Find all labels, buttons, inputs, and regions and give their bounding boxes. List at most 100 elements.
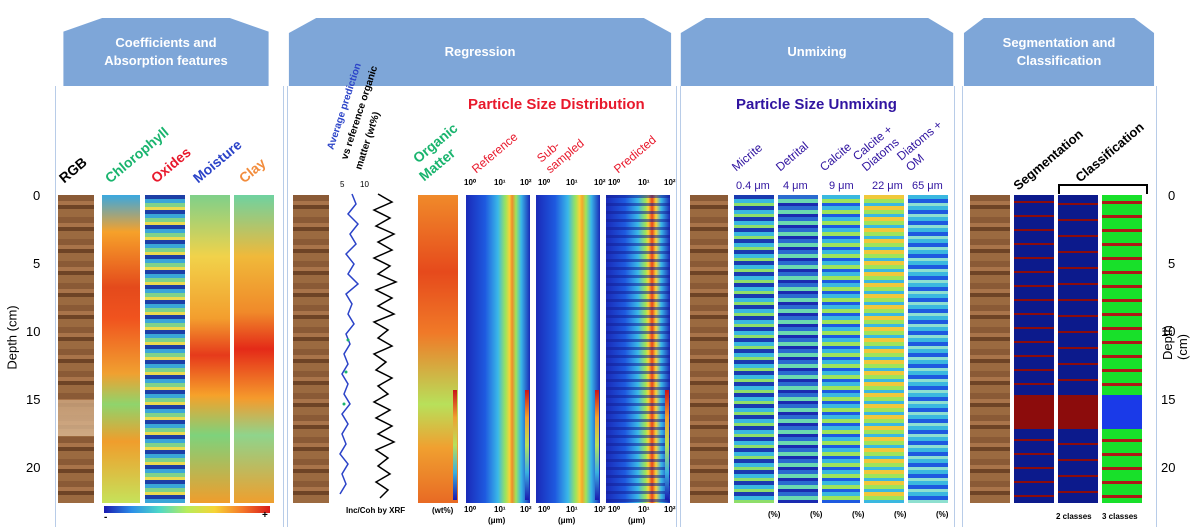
moisture-map <box>190 195 230 503</box>
psd-tick: 10¹ <box>566 505 578 514</box>
panel-title-unmixing: Unmixing <box>787 44 847 60</box>
panel-title-coefficients: Coefficients and Absorption features <box>104 35 228 68</box>
classification-2-map <box>1058 195 1098 503</box>
psd-title: Particle Size Distribution <box>468 96 645 113</box>
depth-tick: 10 <box>1161 324 1176 339</box>
unmix-detrital-map <box>778 195 818 503</box>
psd-unit-label: (μm) <box>488 516 506 525</box>
clay-map <box>234 195 274 503</box>
panel-border <box>962 86 963 527</box>
unmix-calcite-map <box>822 195 860 503</box>
depth-tick: 0 <box>1168 188 1176 203</box>
panel-border <box>954 86 955 527</box>
unmix-unit: (%) <box>852 510 865 519</box>
depth-tick: 15 <box>1161 392 1176 407</box>
depth-tick: 5 <box>1168 256 1176 271</box>
psd-tick: 10² <box>664 505 676 514</box>
unmix-unit: (%) <box>894 510 907 519</box>
segmentation-dark-band <box>1014 395 1054 429</box>
xrf-line <box>372 193 398 499</box>
colorbar-max-label: + <box>262 510 268 521</box>
panel-header-unmixing: Unmixing <box>680 18 954 86</box>
organic-colorbar <box>453 390 457 500</box>
panel-border <box>676 86 677 527</box>
rgb-core-image-unmixing <box>690 195 728 503</box>
colorbar-min-label: - <box>104 512 108 523</box>
classes-3-label: 3 classes <box>1102 512 1138 521</box>
psd-tick: 10² <box>594 178 606 187</box>
psd-col-label-subsampled: Sub- sampled <box>534 136 587 176</box>
panel-border <box>680 86 681 527</box>
panel-border <box>283 86 284 527</box>
chlorophyll-map <box>102 195 140 503</box>
avg-tick-10: 10 <box>360 180 369 189</box>
panel-header-regression: Regression <box>288 18 672 86</box>
psd-unit-label: (μm) <box>628 516 646 525</box>
depth-tick: 15 <box>26 392 41 407</box>
organic-matter-map <box>418 195 458 503</box>
rgb-core-image <box>58 195 94 503</box>
psd-tick: 10² <box>664 178 676 187</box>
unmix-unit: (%) <box>936 510 949 519</box>
oxides-map <box>145 195 185 503</box>
classification-label: Classification <box>1072 119 1147 185</box>
psd-colorbar-1 <box>525 390 529 500</box>
psd-colorbar-2 <box>595 390 599 500</box>
unmix-label-micrite: Micrite <box>729 140 766 174</box>
panel-title-regression: Regression <box>444 44 516 60</box>
psd-tick: 10⁰ <box>464 505 477 514</box>
panel-header-coefficients: Coefficients and Absorption features <box>63 18 269 86</box>
psd-predicted-map <box>606 195 670 503</box>
psd-tick: 10¹ <box>494 178 506 187</box>
psd-tick: 10¹ <box>638 178 650 187</box>
psd-tick: 10⁰ <box>608 505 621 514</box>
psd-tick: 10² <box>594 505 606 514</box>
segmentation-map <box>1014 195 1054 503</box>
classification-3-blue-band <box>1102 395 1142 429</box>
unmix-unit: (%) <box>810 510 823 519</box>
psd-col-label-reference: Reference <box>469 129 521 176</box>
depth-tick: 5 <box>33 256 41 271</box>
unmix-size-calcite-diatoms: 22 μm <box>872 180 903 192</box>
psd-col-label-predicted: Predicted <box>611 132 659 176</box>
unmixing-title: Particle Size Unmixing <box>736 96 897 113</box>
rgb-core-image-segmentation <box>970 195 1010 503</box>
psd-tick: 10² <box>520 178 532 187</box>
psd-tick: 10⁰ <box>538 505 551 514</box>
xrf-axis-label: Inc/Coh by XRF <box>346 506 406 515</box>
panel-border <box>1156 86 1157 527</box>
unmix-size-micrite: 0.4 μm <box>736 180 770 192</box>
psd-tick: 10² <box>520 505 532 514</box>
unmix-label-calcite: Calcite <box>817 139 855 174</box>
unmix-label-diatoms-om: Diatoms + OM <box>894 117 945 174</box>
average-prediction-line <box>339 193 360 495</box>
psd-tick: 10¹ <box>494 505 506 514</box>
psd-tick: 10¹ <box>638 505 650 514</box>
column-label-clay: Clay <box>235 154 269 186</box>
segmentation-label: Segmentation <box>1010 126 1086 193</box>
psd-unit-label: (μm) <box>558 516 576 525</box>
unmix-unit: (%) <box>768 510 781 519</box>
unmix-micrite-map <box>734 195 774 503</box>
classification-3-map <box>1102 195 1142 503</box>
unmix-calcite-diatoms-map <box>864 195 904 503</box>
psd-tick: 10⁰ <box>538 178 551 187</box>
unmix-size-detrital: 4 μm <box>783 180 808 192</box>
depth-tick: 20 <box>26 460 41 475</box>
depth-tick: 10 <box>26 324 41 339</box>
unmix-label-calcite-diatoms: Calcite + Diatoms <box>850 122 902 174</box>
psd-reference-map <box>466 195 530 503</box>
psd-colorbar-3 <box>665 390 669 500</box>
coefficient-colorbar <box>104 506 270 513</box>
unmix-diatoms-om-map <box>908 195 948 503</box>
unmix-size-diatoms-om: 65 μm <box>912 180 943 192</box>
panel-header-segmentation: Segmentation and Classification <box>963 18 1155 86</box>
column-label-moisture: Moisture <box>189 136 245 186</box>
organic-unit-label: (wt%) <box>432 506 454 515</box>
depth-tick: 20 <box>1161 460 1176 475</box>
panel-title-segmentation: Segmentation and Classification <box>1002 35 1116 68</box>
psd-tick: 10⁰ <box>608 178 621 187</box>
panel-border <box>55 86 56 527</box>
depth-axis-label-left: Depth (cm) <box>4 305 20 370</box>
organic-prediction-plot <box>339 193 398 499</box>
